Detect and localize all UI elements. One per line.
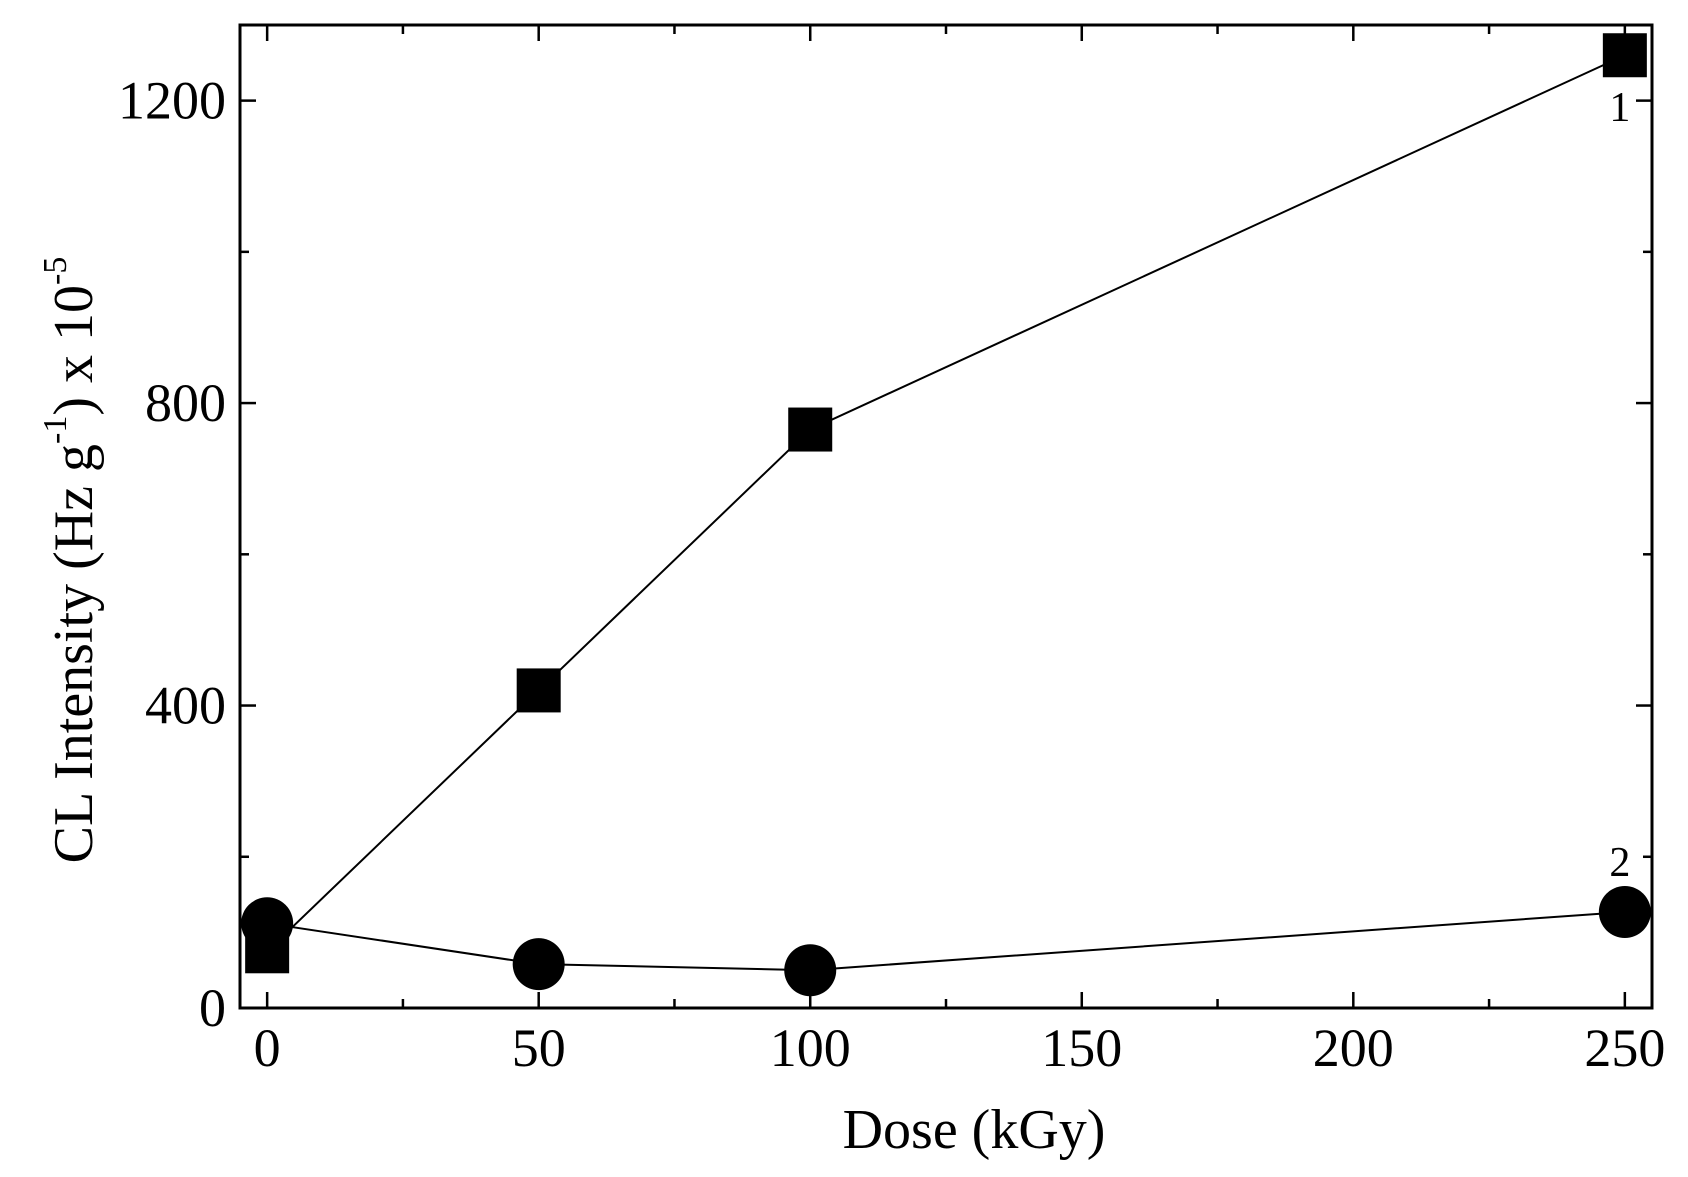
series-group: 12 xyxy=(241,33,1651,997)
x-tick-label: 100 xyxy=(770,1018,851,1078)
x-tick-label: 0 xyxy=(254,1018,281,1078)
y-axis-title-sup1: -1 xyxy=(37,416,74,444)
y-axis-title-prefix: CL Intensity (Hz g xyxy=(43,444,105,863)
y-axis-title-mid: ) x 10 xyxy=(43,285,105,416)
series-1-point xyxy=(788,407,833,452)
series-2-point xyxy=(241,897,294,950)
x-tick-label: 50 xyxy=(512,1018,566,1078)
series-2-line xyxy=(267,910,1625,972)
y-axis-title: CL Intensity (Hz g-1) x 10-5 xyxy=(37,257,105,864)
y-tick-label: 0 xyxy=(199,978,226,1038)
series-1-point xyxy=(516,668,561,713)
x-tick-label: 150 xyxy=(1041,1018,1122,1078)
y-tick-label: 800 xyxy=(145,373,226,433)
y-tick-label: 1200 xyxy=(118,71,226,131)
series-2: 2 xyxy=(241,840,1651,997)
series-1-label: 1 xyxy=(1609,85,1630,131)
series-1-point xyxy=(1602,33,1647,78)
x-tick-label: 250 xyxy=(1584,1018,1665,1078)
series-1: 1 xyxy=(245,33,1647,974)
y-tick-label: 400 xyxy=(145,676,226,736)
series-2-point xyxy=(1598,885,1651,938)
plot-frame xyxy=(238,23,1654,1010)
axis-ticks xyxy=(240,25,1652,1010)
tick-labels: 0 50 100 150 200 250 0 400 800 1200 xyxy=(118,71,1665,1078)
series-1-line xyxy=(266,54,1626,953)
y-axis-title-sup2: -5 xyxy=(37,257,74,285)
x-axis-title: Dose (kGy) xyxy=(843,1099,1106,1161)
series-2-point xyxy=(784,944,837,997)
series-2-label: 2 xyxy=(1609,840,1630,886)
x-tick-label: 200 xyxy=(1313,1018,1394,1078)
series-2-point xyxy=(512,938,565,991)
